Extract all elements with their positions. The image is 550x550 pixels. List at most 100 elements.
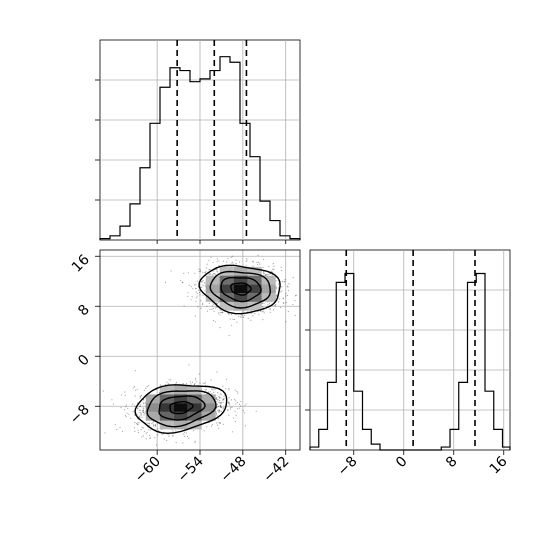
density-point-2247 [164, 383, 166, 386]
density-point-518 [241, 316, 243, 318]
density-point-2048 [219, 402, 221, 404]
density-point-194 [256, 261, 258, 263]
density-point-1800 [220, 410, 222, 412]
density-point-1820 [154, 424, 156, 427]
density-point-314 [285, 321, 287, 323]
density-point-189 [219, 314, 221, 316]
density-point-1369 [218, 264, 220, 266]
density-point-1349 [285, 293, 287, 295]
density-point-2736 [114, 424, 116, 426]
density-point-1854 [217, 399, 219, 401]
density-point-2250 [128, 413, 130, 415]
hist-right-panel: −8 0 8 16 [305, 249, 511, 479]
density-point-1957 [240, 401, 242, 403]
density-point-2099 [227, 401, 229, 403]
density-point-899 [261, 302, 263, 304]
density-point-554 [216, 306, 218, 308]
density-point-2423 [195, 379, 197, 381]
density-point-1391 [284, 280, 286, 282]
density-point-1432 [139, 397, 141, 399]
density-point-2741 [234, 398, 236, 400]
density-point-261 [258, 261, 260, 263]
density-point-1370 [267, 304, 269, 306]
density-point-1283 [188, 284, 190, 286]
density-point-1942 [228, 401, 230, 403]
density-point-1513 [205, 389, 207, 391]
density-point-2644 [235, 403, 237, 405]
density-point-841 [199, 269, 201, 271]
hist-right-xtick-label-3: 16 [487, 453, 511, 477]
density-point-2413 [172, 430, 174, 432]
density-point-1025 [229, 318, 231, 320]
density-point-2102 [203, 392, 205, 394]
density-point-2347 [168, 434, 170, 436]
density-point-924 [273, 305, 275, 307]
density-point-5 [198, 291, 201, 294]
density-point-829 [231, 313, 233, 316]
density-point-2603 [217, 417, 220, 420]
density-point-1260 [216, 258, 218, 260]
density-point-175 [170, 270, 172, 272]
density-point-2024 [137, 424, 139, 426]
hist-right-quantiles [345, 250, 476, 450]
density-point-2607 [147, 422, 149, 424]
density-point-2237 [172, 434, 174, 436]
density-point-506 [211, 302, 213, 304]
density-point-1628 [211, 425, 213, 427]
density-point-1645 [142, 402, 144, 404]
density-cell-29 [173, 420, 188, 430]
density-point-1954 [138, 431, 140, 434]
density-point-221 [272, 309, 275, 311]
density-point-2794 [134, 414, 136, 416]
density-point-1804 [102, 390, 104, 392]
density-point-1163 [295, 295, 297, 297]
density-point-1778 [229, 404, 231, 406]
density-point-2451 [152, 422, 154, 424]
density-point-1747 [154, 425, 156, 427]
density-ytick-label-1: 8 [75, 302, 93, 320]
density-ytick-label-0: 16 [69, 252, 93, 276]
density-point-2769 [149, 437, 151, 439]
density-point-2081 [222, 399, 224, 401]
density-point-1129 [235, 259, 237, 261]
density-point-218 [281, 280, 283, 283]
density-contour-1-2 [146, 390, 217, 428]
density-ytick-label-2: 0 [75, 352, 93, 370]
density-cell-34 [187, 420, 202, 430]
density-cell-15 [247, 284, 262, 294]
density-point-1428 [223, 398, 225, 400]
density-point-828 [268, 273, 270, 275]
density-point-1535 [222, 398, 224, 400]
density-point-444 [194, 315, 196, 317]
density-point-1069 [183, 305, 185, 307]
density-point-2452 [218, 409, 220, 411]
density-point-1602 [137, 407, 139, 409]
density-point-468 [262, 266, 264, 268]
density-cell-20 [261, 275, 276, 285]
density-point-1197 [204, 290, 206, 292]
density-point-184 [219, 311, 221, 314]
density-point-1371 [191, 296, 193, 298]
density-point-279 [205, 271, 207, 273]
density-point-597 [213, 273, 215, 275]
density-ytick-label-3: −8 [67, 402, 93, 428]
density-point-106 [202, 303, 204, 305]
density-cell-39 [201, 411, 216, 421]
density-point-2289 [219, 396, 221, 398]
density-point-2187 [237, 392, 239, 394]
density-point-1552 [223, 395, 225, 397]
density-point-312 [252, 265, 254, 267]
density-cell-30 [173, 411, 188, 421]
density-point-887 [285, 302, 287, 304]
density-point-2080 [139, 395, 141, 397]
density-point-1692 [143, 414, 145, 416]
density-cell-1 [205, 284, 220, 294]
density-point-2185 [175, 441, 177, 444]
density-point-712 [283, 281, 285, 283]
density-point-1528 [211, 388, 213, 390]
density-point-48 [254, 312, 256, 315]
density-point-200 [239, 261, 241, 263]
density-point-484 [266, 274, 268, 276]
density-point-2039 [152, 420, 155, 423]
density-point-1097 [215, 307, 217, 309]
